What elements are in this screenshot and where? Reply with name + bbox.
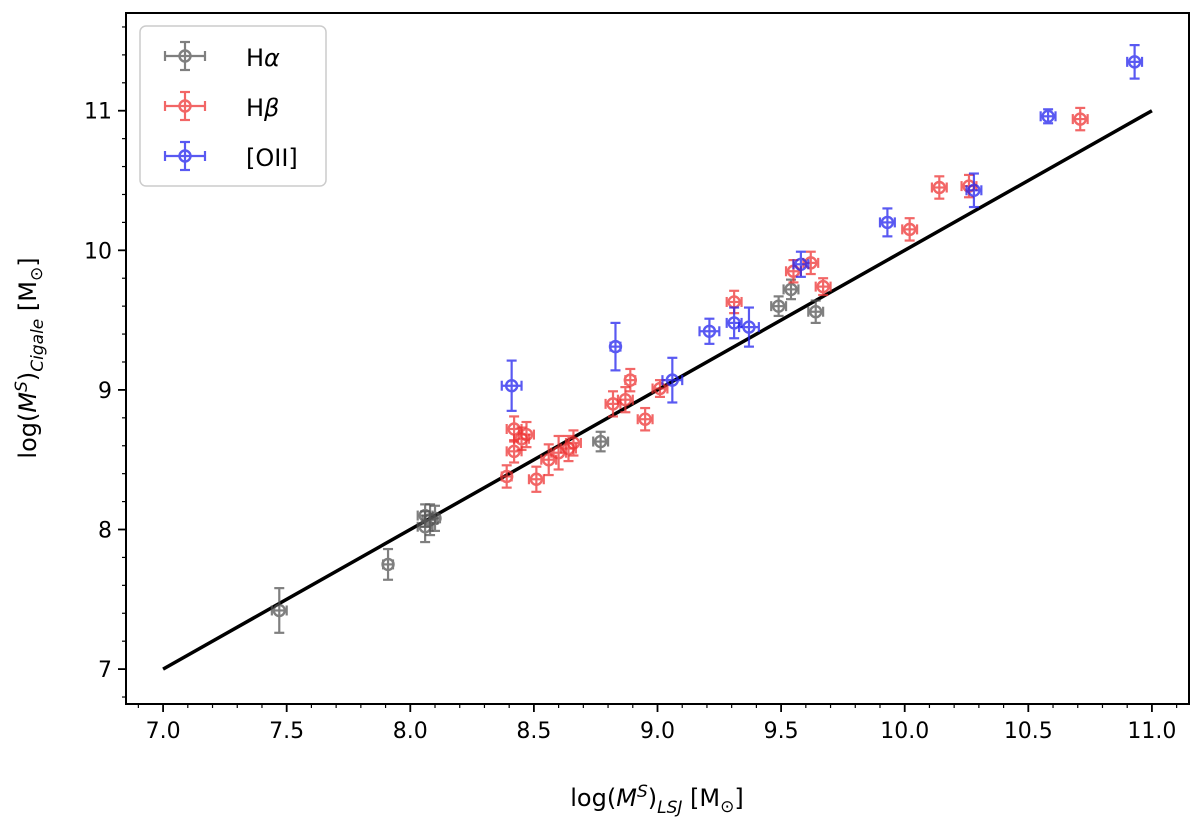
data-point-oii: [608, 321, 623, 372]
legend-marker-oii: [163, 140, 207, 172]
data-point-hbeta: [1071, 106, 1089, 132]
data-point-halpha: [381, 547, 395, 581]
data-point-halpha: [428, 504, 442, 533]
x-tick-label: 8.0: [393, 719, 428, 744]
legend-marker-halpha: [163, 40, 207, 72]
data-point-oii: [965, 172, 983, 209]
legend-marker-glyph-oii: [163, 140, 207, 172]
data-point-halpha: [270, 587, 288, 634]
data-point-oii: [698, 317, 721, 345]
data-points: [270, 44, 1144, 634]
data-point-hbeta: [901, 217, 919, 242]
y-tick-label: 7: [98, 658, 112, 683]
legend-label-oii: [OII]: [246, 144, 298, 172]
data-point-hbeta: [814, 277, 832, 297]
x-tick-label: 9.0: [640, 719, 675, 744]
legend-marker-glyph-halpha: [163, 40, 207, 72]
legend-item-oii: [OII]: [163, 140, 298, 172]
data-point-hbeta: [517, 420, 535, 449]
data-point-hbeta: [540, 443, 558, 477]
data-point-hbeta: [930, 175, 948, 200]
x-tick-label: 11.0: [1127, 719, 1176, 744]
legend: Hα Hβ [OII]: [139, 25, 327, 187]
data-point-oii: [737, 306, 760, 348]
data-point-hbeta: [550, 434, 568, 471]
x-tick-label: 7.5: [269, 719, 304, 744]
data-point-oii: [500, 359, 523, 412]
data-point-hbeta: [651, 379, 669, 398]
data-point-oii: [792, 250, 810, 278]
x-tick-label: 8.5: [516, 719, 551, 744]
x-tick-label: 10.0: [880, 719, 929, 744]
data-point-hbeta: [616, 386, 634, 414]
data-point-oii: [1126, 44, 1144, 80]
data-point-halpha: [592, 430, 610, 453]
y-tick-label: 9: [98, 379, 112, 404]
legend-marker-hbeta: [163, 90, 207, 122]
legend-marker-glyph-hbeta: [163, 90, 207, 122]
legend-item-hbeta: Hβ: [163, 90, 279, 122]
legend-label-halpha: Hα: [246, 44, 280, 72]
legend-label-hbeta: Hβ: [246, 94, 279, 122]
x-axis-label: log(MS)LSJ [M⊙]: [570, 782, 743, 818]
data-point-hbeta: [564, 429, 582, 457]
y-tick-label: 11: [84, 100, 112, 125]
data-point-halpha: [807, 299, 825, 325]
y-axis-label: log(MS)Cigale [M⊙]: [12, 257, 48, 458]
data-point-oii: [878, 207, 896, 238]
data-point-oii: [661, 356, 684, 404]
x-tick-label: 10.5: [1004, 719, 1053, 744]
x-tick-label: 9.5: [764, 719, 799, 744]
x-tick-label: 7.0: [146, 719, 181, 744]
minor-ticks: [122, 26, 1178, 708]
data-point-hbeta: [500, 464, 514, 489]
x-axis: 7.0 7.5 8.0 8.5 9.0 9.5 10.0 10.5 11.0: [146, 704, 1176, 744]
y-tick-label: 10: [84, 239, 112, 264]
data-point-hbeta: [636, 406, 654, 432]
y-axis: 7 8 9 10 11: [84, 100, 126, 683]
data-point-oii: [1039, 108, 1057, 125]
y-tick-label: 8: [98, 519, 112, 544]
legend-box: [139, 25, 327, 187]
data-point-hbeta: [527, 465, 545, 493]
legend-item-halpha: Hα: [163, 40, 280, 72]
data-point-hbeta: [623, 367, 638, 393]
one-to-one-line: [162, 109, 1153, 671]
data-point-halpha: [770, 295, 788, 318]
